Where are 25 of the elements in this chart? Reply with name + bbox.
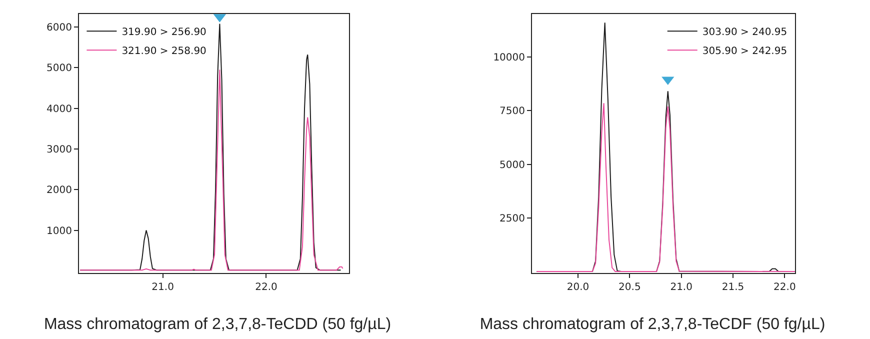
y-tick-label: 3000: [46, 144, 72, 156]
y-tick-label: 5000: [500, 160, 525, 171]
x-tick-label: 20.5: [618, 282, 641, 293]
legend-label: 305.90 > 242.95: [702, 46, 788, 57]
x-tick-label: 21.0: [670, 282, 692, 293]
y-tick-label: 1000: [46, 226, 72, 237]
x-tick-label: 22.0: [255, 282, 278, 293]
legend-label: 303.90 > 240.95: [702, 26, 788, 38]
text: Mass chromatogram of 2,3,7,8-TeCDF (50 fg/µL): [480, 316, 826, 333]
x-tick-label: 20.0: [566, 282, 590, 293]
line-series: [80, 69, 344, 271]
x-tick-label: 21.0: [152, 282, 174, 293]
y-tick-label: 2500: [500, 214, 525, 225]
y-tick-label: 10000: [493, 52, 525, 64]
text: Mass chromatogram of 2,3,7,8-TeCDD (50 fg/µL): [44, 316, 392, 333]
y-tick-label: 7500: [500, 106, 525, 118]
y-tick-label: 4000: [46, 104, 72, 115]
x-tick-label: 22.0: [774, 282, 796, 293]
y-tick-label: 6000: [46, 22, 72, 34]
x-tick-label: 21.5: [722, 282, 744, 293]
y-tick-label: 2000: [46, 185, 72, 196]
line-series: [536, 102, 795, 272]
legend-label: 319.90 > 256.90: [122, 26, 206, 38]
y-tick-label: 5000: [46, 63, 72, 74]
legend-label: 321.90 > 258.90: [122, 46, 206, 57]
